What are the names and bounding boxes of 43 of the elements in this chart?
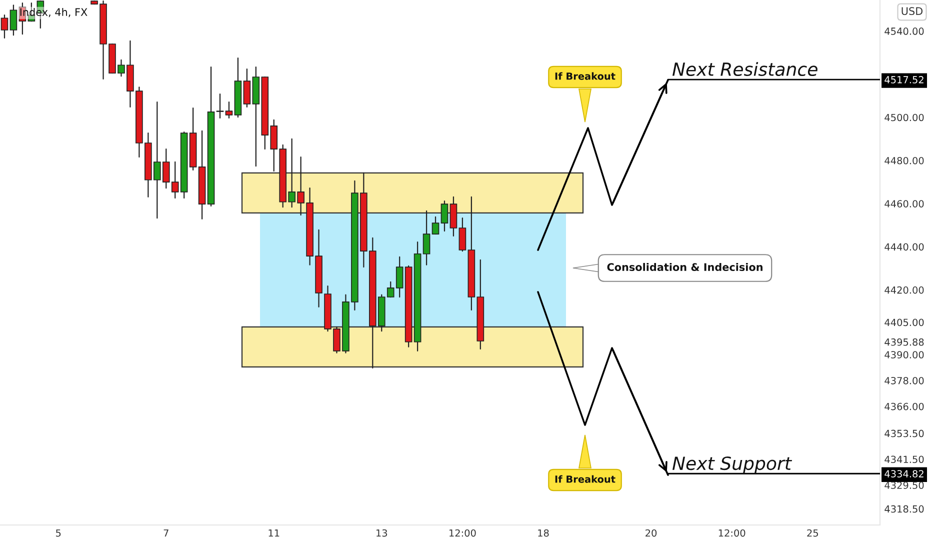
candlestick: [450, 196, 458, 237]
ref-line-label: Next Support: [672, 456, 792, 474]
y-tick-label: 4318.50: [884, 505, 924, 513]
y-tick-label: 4395.88: [884, 338, 924, 346]
x-tick-label: 20: [646, 529, 657, 537]
text: Index, 4h, FX: [20, 8, 88, 18]
annotation: If Breakout: [555, 475, 616, 483]
candlestick: [225, 101, 233, 119]
candlestick: [243, 68, 251, 108]
y-tick-label: 4329.50: [884, 482, 924, 489]
x-tick-label: 13: [376, 529, 388, 537]
x-tick-label: 25: [807, 529, 818, 537]
y-tick-label: 4405.00: [884, 318, 924, 326]
y-tick-label: 4480.00: [884, 156, 924, 164]
y-tick-label: 4460.00: [884, 200, 924, 208]
x-tick-label: 18: [538, 529, 549, 537]
y-tick-label: 4440.00: [884, 243, 924, 251]
x-tick-label: 12:00: [450, 529, 476, 537]
candlestick: [458, 218, 466, 252]
candlestick: [216, 93, 224, 119]
x-tick-label: 7: [164, 529, 168, 537]
y-tick-label: 4500.00: [884, 114, 924, 122]
y-tick-label: 4540.00: [884, 28, 924, 35]
ref-line-label: Next Resistance: [672, 62, 818, 76]
y-tick-label: 4378.00: [884, 376, 924, 384]
x-tick-label: 11: [268, 529, 280, 537]
y-tick-label: 4390.00: [884, 351, 924, 358]
candlestick: [440, 200, 448, 232]
candlestick: [0, 14, 8, 39]
y-tick-label: 4517.52: [884, 76, 924, 84]
candlestick: [422, 210, 430, 266]
y-tick-label: 4420.00: [884, 286, 924, 294]
candlestick: [10, 4, 18, 36]
candlestick: [432, 216, 440, 235]
x-tick-label: 12:00: [718, 529, 746, 537]
y-tick-label: 4334.82: [884, 470, 924, 478]
y-tick-label: 4341.50: [884, 456, 924, 464]
y-tick-label: 4353.50: [884, 430, 924, 438]
x-tick-label: 5: [56, 529, 61, 537]
annotation: If Breakout: [555, 72, 616, 80]
y-tick-label: 4366.00: [884, 402, 924, 410]
text: USD: [902, 7, 923, 16]
annotation: Consolidation & Indecision: [607, 262, 762, 272]
